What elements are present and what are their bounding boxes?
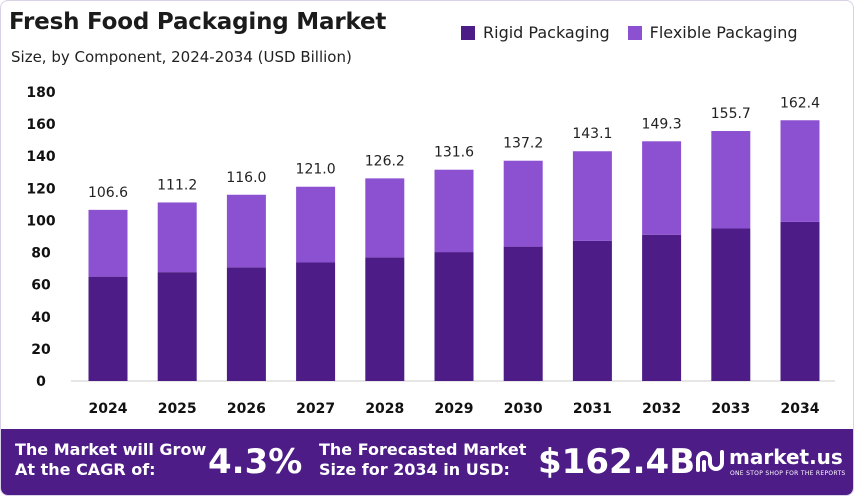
- y-tick-label: 20: [31, 342, 51, 358]
- bar-flexible: [711, 131, 751, 229]
- market-us-logo: market.us ONE STOP SHOP FOR THE REPORTS: [695, 443, 851, 483]
- legend-item-flexible: Flexible Packaging: [627, 23, 798, 42]
- x-tick-label: 2024: [89, 401, 128, 417]
- bar-total-label: 126.2: [365, 153, 405, 169]
- legend-label-rigid: Rigid Packaging: [483, 23, 610, 42]
- bar-total-label: 121.0: [296, 162, 336, 178]
- bar-flexible: [88, 209, 128, 277]
- x-tick-label: 2034: [781, 401, 820, 417]
- forecast-value: $162.4B: [538, 442, 696, 482]
- y-tick-label: 120: [26, 181, 55, 197]
- bar-rigid: [365, 257, 405, 381]
- bar-total-label: 106.6: [88, 185, 128, 201]
- bar-rigid: [434, 252, 474, 381]
- bar-flexible: [572, 151, 612, 241]
- x-tick-label: 2030: [504, 401, 543, 417]
- bar-total-label: 137.2: [503, 136, 543, 152]
- bar-rigid: [226, 267, 266, 381]
- legend-item-rigid: Rigid Packaging: [461, 23, 610, 42]
- bar-flexible: [365, 178, 405, 258]
- chart-subtitle: Size, by Component, 2024-2034 (USD Billi…: [11, 48, 352, 66]
- bar-rigid: [503, 246, 543, 381]
- bar-chart: 0 20 40 60 80 100 120 140 160 180 106.6 2024 111.2 20…: [26, 85, 835, 417]
- forecast-caption: The Forecasted Market Size for 2034 in U…: [319, 440, 527, 479]
- x-tick-label: 2033: [711, 401, 750, 417]
- bar-total-label: 155.7: [711, 106, 751, 122]
- bar-flexible: [296, 186, 336, 263]
- bar-flexible: [503, 160, 543, 247]
- bar-rigid: [157, 272, 197, 381]
- x-tick-label: 2028: [365, 401, 404, 417]
- legend-label-flexible: Flexible Packaging: [649, 23, 798, 42]
- logo-tagline: ONE STOP SHOP FOR THE REPORTS: [730, 470, 846, 477]
- x-tick-label: 2031: [573, 401, 612, 417]
- bar-rigid: [780, 221, 820, 381]
- chart-title: Fresh Food Packaging Market: [9, 9, 387, 35]
- x-tick-label: 2032: [642, 401, 681, 417]
- bar-total-label: 143.1: [572, 126, 612, 142]
- bar-flexible: [434, 169, 474, 253]
- y-tick-label: 80: [31, 246, 51, 262]
- bar-total-label: 162.4: [780, 95, 820, 111]
- bar-flexible: [157, 202, 197, 273]
- chart-legend: Rigid Packaging Flexible Packaging: [461, 23, 798, 42]
- y-tick-label: 160: [26, 117, 55, 133]
- bar-rigid: [572, 240, 612, 381]
- bar-rigid: [296, 262, 336, 381]
- legend-swatch-flexible: [627, 25, 642, 40]
- bar-flexible: [780, 120, 820, 222]
- y-tick-label: 100: [26, 213, 55, 229]
- bar-total-label: 131.6: [434, 145, 474, 161]
- market-us-logo-icon: [696, 450, 724, 472]
- x-tick-label: 2026: [227, 401, 266, 417]
- bar-total-label: 116.0: [226, 170, 266, 186]
- y-tick-label: 180: [26, 85, 55, 101]
- y-tick-label: 0: [36, 374, 46, 390]
- bar-rigid: [642, 234, 682, 381]
- cagr-caption: The Market will Grow At the CAGR of:: [15, 440, 207, 479]
- x-tick-label: 2025: [158, 401, 197, 417]
- logo-name: market.us: [729, 445, 843, 469]
- cagr-value: 4.3%: [208, 442, 303, 482]
- y-tick-label: 140: [26, 149, 55, 165]
- footer-banner: The Market will Grow At the CAGR of: 4.3…: [1, 429, 853, 495]
- bar-rigid: [711, 228, 751, 381]
- y-tick-label: 40: [31, 310, 51, 326]
- legend-swatch-rigid: [461, 25, 475, 40]
- y-tick-label: 60: [31, 278, 51, 294]
- bar-total-label: 111.2: [157, 177, 197, 193]
- bar-rigid: [88, 276, 128, 381]
- x-tick-label: 2029: [435, 401, 474, 417]
- bar-total-label: 149.3: [642, 116, 682, 132]
- bar-flexible: [642, 141, 682, 235]
- bar-flexible: [226, 194, 266, 268]
- x-tick-label: 2027: [296, 401, 335, 417]
